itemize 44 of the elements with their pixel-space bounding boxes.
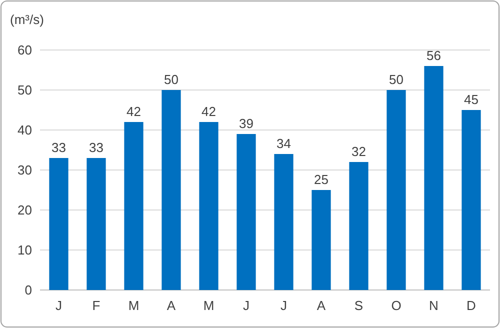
y-tick-label: 20	[18, 202, 32, 218]
x-tick-label: N	[429, 298, 438, 313]
bar	[274, 154, 294, 290]
data-label: 25	[314, 172, 328, 187]
y-tick-label: 0	[24, 282, 32, 298]
bar	[236, 134, 256, 290]
x-tick-label: A	[166, 298, 176, 313]
x-tick-label: F	[92, 298, 100, 313]
data-label: 33	[52, 140, 66, 155]
x-tick-label: J	[243, 298, 250, 313]
data-label: 50	[164, 72, 178, 87]
x-tick-label: S	[354, 298, 364, 313]
data-label: 50	[389, 72, 404, 87]
data-label: 42	[202, 104, 216, 119]
x-tick-label: O	[391, 298, 402, 313]
bar	[49, 158, 68, 290]
y-tick-label: 10	[18, 242, 32, 258]
y-axis-title: (m³/s)	[10, 12, 44, 27]
data-label: 33	[89, 140, 104, 155]
y-tick-label: 30	[18, 162, 32, 178]
x-tick-label: M	[128, 298, 140, 313]
bar	[349, 162, 368, 290]
x-tick-label: A	[316, 298, 326, 313]
data-label: 32	[352, 144, 366, 159]
y-tick-label: 50	[18, 82, 32, 98]
bar	[162, 90, 181, 290]
bar	[199, 122, 218, 290]
data-label: 34	[276, 136, 291, 151]
bar	[424, 66, 444, 290]
y-tick-label: 60	[18, 42, 32, 58]
x-tick-label: J	[280, 298, 287, 313]
y-tick-label: 40	[18, 122, 32, 138]
bar	[462, 110, 481, 290]
bar	[86, 158, 106, 290]
x-tick-label: J	[56, 298, 62, 313]
data-label: 39	[239, 116, 254, 131]
bar	[312, 190, 331, 290]
data-label: 56	[426, 48, 441, 63]
data-label: 45	[464, 92, 478, 107]
bar	[124, 122, 144, 290]
x-tick-label: M	[203, 298, 214, 313]
data-label: 42	[126, 104, 141, 119]
bar	[386, 90, 406, 290]
x-tick-label: D	[466, 298, 476, 313]
